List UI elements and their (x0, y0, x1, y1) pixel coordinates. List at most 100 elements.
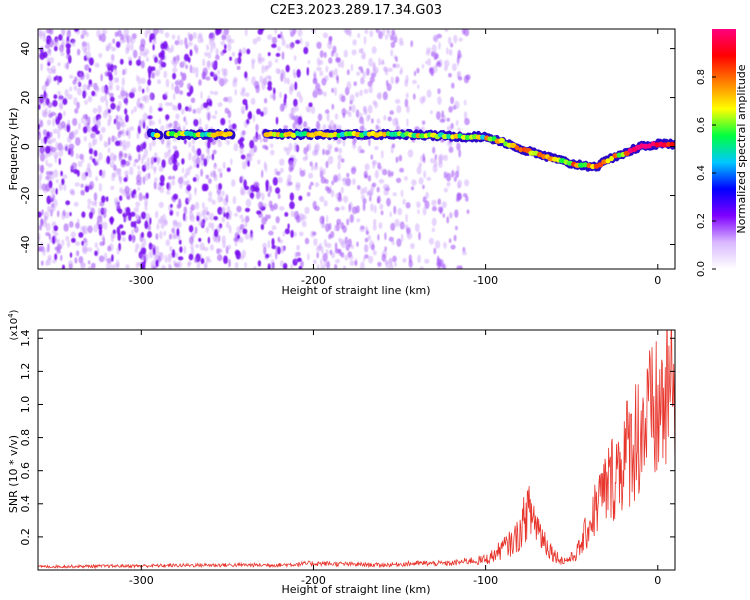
noise-speck (74, 257, 78, 264)
noise-speck (363, 106, 367, 114)
ridge-peak (382, 131, 387, 137)
noise-speck (81, 172, 87, 181)
noise-speck (380, 60, 385, 65)
y-tick-label: 0.4 (19, 495, 32, 513)
noise-speck (87, 198, 92, 204)
noise-speck (111, 46, 117, 52)
noise-speck (160, 29, 164, 35)
noise-speck (82, 246, 88, 255)
noise-speck (126, 140, 131, 148)
noise-speck (429, 67, 433, 73)
noise-speck (54, 42, 58, 47)
noise-speck (107, 119, 112, 124)
noise-speck (155, 233, 159, 240)
noise-speck (88, 79, 93, 85)
noise-speck (408, 254, 412, 263)
noise-speck (256, 210, 262, 215)
noise-speck (194, 187, 197, 193)
noise-speck (172, 175, 175, 180)
ridge-peak (597, 162, 604, 168)
noise-speck (155, 259, 159, 268)
noise-speck (174, 40, 180, 46)
noise-speck (84, 185, 90, 193)
noise-speck (271, 36, 278, 45)
noise-speck (352, 39, 357, 46)
colorbar-tick-label: 0.2 (696, 213, 707, 229)
noise-speck (209, 244, 214, 251)
noise-speck (217, 102, 223, 107)
noise-speck (376, 118, 381, 125)
noise-speck (38, 29, 43, 37)
noise-speck (79, 153, 84, 160)
noise-speck (45, 183, 51, 192)
noise-speck (349, 94, 355, 103)
noise-speck (147, 224, 151, 231)
noise-speck (289, 201, 295, 210)
noise-speck (168, 233, 173, 240)
noise-speck (188, 165, 193, 171)
noise-speck (279, 167, 284, 173)
noise-speck (356, 241, 359, 247)
spectrogram-frame (37, 28, 676, 270)
ridge-peak (647, 143, 652, 149)
noise-speck (293, 98, 298, 107)
ridge-peak (661, 142, 668, 148)
noise-speck (416, 201, 421, 208)
noise-speck (119, 176, 123, 184)
noise-speck (124, 96, 129, 106)
snr-background (38, 330, 675, 570)
noise-speck (81, 240, 84, 246)
noise-speck (274, 245, 279, 251)
noise-speck (190, 97, 196, 104)
noise-speck (97, 215, 103, 223)
noise-speck (380, 210, 384, 216)
noise-speck (191, 144, 196, 153)
noise-speck (283, 125, 289, 130)
noise-speck (69, 252, 73, 258)
noise-speck (49, 194, 55, 202)
noise-speck (382, 29, 386, 36)
noise-speck (142, 175, 146, 185)
noise-speck (334, 147, 339, 153)
noise-speck (292, 29, 297, 35)
y-tick-label: 1.4 (19, 330, 32, 348)
noise-speck (429, 157, 435, 164)
noise-speck (213, 229, 219, 238)
noise-speck (328, 57, 333, 64)
ridge-peak (666, 141, 671, 147)
noise-speck (66, 53, 71, 60)
noise-speck (412, 93, 416, 100)
noise-speck (93, 138, 98, 145)
noise-speck (46, 48, 52, 57)
noise-speck (294, 105, 299, 112)
noise-speck (319, 50, 324, 58)
noise-speck (382, 66, 388, 72)
noise-speck (320, 258, 323, 266)
noise-speck (221, 68, 227, 73)
noise-speck (185, 64, 189, 70)
noise-speck (157, 186, 161, 191)
noise-speck (57, 112, 63, 121)
noise-speck (372, 100, 377, 106)
noise-speck (151, 139, 156, 147)
noise-speck (234, 261, 239, 269)
noise-speck (434, 240, 441, 249)
noise-speck (464, 118, 470, 126)
noise-speck (426, 176, 432, 181)
ridge-peak (669, 141, 675, 148)
noise-speck (463, 75, 470, 84)
noise-speck (360, 69, 364, 74)
noise-speck (53, 169, 59, 178)
noise-speck (367, 104, 373, 114)
noise-speck (373, 204, 377, 214)
noise-speck (292, 158, 298, 163)
colorbar-label: Normalized spectral amplitude (735, 64, 748, 233)
noise-speck (68, 260, 74, 267)
noise-speck (196, 148, 202, 157)
noise-speck (320, 90, 324, 95)
noise-speck (212, 149, 217, 155)
noise-speck (304, 237, 310, 245)
noise-speck (359, 125, 365, 132)
noise-speck (363, 256, 366, 262)
noise-speck (123, 29, 130, 37)
